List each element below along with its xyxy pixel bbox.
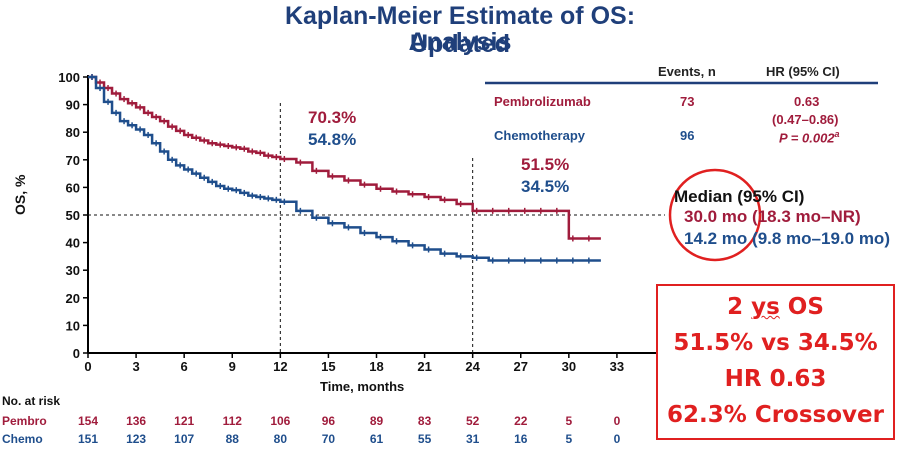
x-tick-label: 18 xyxy=(369,359,383,374)
x-tick-label: 3 xyxy=(132,359,139,374)
at-risk-value-chemo: 151 xyxy=(77,432,99,446)
at-risk-value-pembro: 112 xyxy=(222,414,242,428)
at-risk-value-chemo: 123 xyxy=(126,432,147,446)
chart-title-line2: Analysis xyxy=(408,28,512,56)
at-risk-label: No. at risk xyxy=(2,394,61,408)
median-chemo: 14.2 mo (9.8 mo–19.0 mo) xyxy=(684,229,890,248)
table-hr-pembro: 0.63 xyxy=(794,94,820,109)
y-tick-label: 50 xyxy=(66,208,80,223)
y-tick-label: 0 xyxy=(73,346,80,361)
x-tick-label: 6 xyxy=(181,359,188,374)
annotation-12mo-pembro: 70.3% xyxy=(308,108,357,127)
x-tick-label: 12 xyxy=(273,359,287,374)
summary-line-1-a: 2 xyxy=(727,294,752,320)
y-tick-label: 60 xyxy=(66,180,80,195)
table-p-pembro: P = 0.002a xyxy=(779,129,840,145)
at-risk-value-pembro: 136 xyxy=(126,414,147,428)
at-risk-value-pembro: 96 xyxy=(321,414,336,428)
summary-line-3: HR 0.63 xyxy=(724,366,827,392)
y-tick-label: 20 xyxy=(66,291,80,306)
at-risk-value-chemo: 31 xyxy=(465,432,480,446)
at-risk-value-pembro: 121 xyxy=(174,414,195,428)
median-highlight-circle xyxy=(668,168,762,262)
table-row-label-chemo: Chemotherapy xyxy=(494,128,586,143)
at-risk-row-label-chemo: Chemo xyxy=(2,432,43,446)
summary-line-4: 62.3% Crossover xyxy=(667,402,884,428)
annotation-24mo-chemo: 34.5% xyxy=(521,177,570,196)
at-risk-value-pembro: 154 xyxy=(77,414,99,428)
table-events-chemo: 96 xyxy=(680,128,695,143)
at-risk-value-chemo: 61 xyxy=(369,432,384,446)
median-header: Median (95% CI) xyxy=(674,187,805,206)
x-tick-label: 27 xyxy=(514,359,528,374)
at-risk-value-chemo: 70 xyxy=(321,432,336,446)
at-risk-value-chemo: 55 xyxy=(417,432,432,446)
annotation-24mo-pembro: 51.5% xyxy=(521,155,570,174)
at-risk-value-chemo: 5 xyxy=(565,432,573,446)
at-risk-value-chemo: 88 xyxy=(225,432,239,446)
table-events-pembro: 73 xyxy=(680,94,695,109)
table-p-footnote: a xyxy=(834,129,840,139)
at-risk-value-pembro: 5 xyxy=(565,414,573,428)
at-risk-value-pembro: 22 xyxy=(514,414,528,428)
y-tick-label: 70 xyxy=(66,153,80,168)
y-tick-label: 100 xyxy=(58,70,80,85)
x-tick-label: 0 xyxy=(84,359,91,374)
at-risk-value-pembro: 83 xyxy=(417,414,432,428)
y-tick-label: 30 xyxy=(66,263,80,278)
at-risk-value-chemo: 16 xyxy=(514,432,528,446)
median-pembro: 30.0 mo (18.3 mo–NR) xyxy=(684,207,861,226)
y-tick-label: 10 xyxy=(66,318,80,333)
chart-title-line1: Kaplan-Meier Estimate of OS: Updated xyxy=(284,2,636,58)
x-tick-label: 30 xyxy=(562,359,576,374)
at-risk-value-pembro: 0 xyxy=(613,414,621,428)
y-tick-label: 90 xyxy=(66,98,80,113)
summary-line-1-c: OS xyxy=(779,294,824,320)
summary-line-2: 51.5% vs 34.5% xyxy=(673,330,878,356)
table-ci-pembro: (0.47–0.86) xyxy=(772,112,839,127)
at-risk-row-label-pembro: Pembro xyxy=(2,414,47,428)
y-tick-label: 40 xyxy=(66,236,80,251)
summary-box: 2 ys OS 51.5% vs 34.5% HR 0.63 62.3% Cro… xyxy=(656,284,895,440)
x-tick-label: 24 xyxy=(465,359,480,374)
summary-line-1-b: ys xyxy=(751,294,780,320)
x-tick-label: 21 xyxy=(417,359,431,374)
x-tick-label: 15 xyxy=(321,359,335,374)
annotation-12mo-chemo: 54.8% xyxy=(308,130,357,149)
table-row-label-pembro: Pembrolizumab xyxy=(494,94,591,109)
at-risk-value-chemo: 80 xyxy=(273,432,287,446)
y-tick-label: 80 xyxy=(66,125,80,140)
at-risk-value-pembro: 89 xyxy=(369,414,384,428)
summary-line-1: 2 ys OS xyxy=(658,294,893,320)
at-risk-value-chemo: 107 xyxy=(174,432,195,446)
y-axis-title: OS, % xyxy=(12,174,28,215)
table-header-events: Events, n xyxy=(658,64,716,79)
x-tick-label: 33 xyxy=(610,359,624,374)
table-header-hr: HR (95% CI) xyxy=(766,64,840,79)
at-risk-value-pembro: 106 xyxy=(270,414,291,428)
at-risk-value-pembro: 52 xyxy=(465,414,480,428)
x-tick-label: 9 xyxy=(229,359,236,374)
table-p-value: P = 0.002 xyxy=(779,130,835,146)
x-axis-title: Time, months xyxy=(320,379,405,394)
at-risk-value-chemo: 0 xyxy=(613,432,621,446)
